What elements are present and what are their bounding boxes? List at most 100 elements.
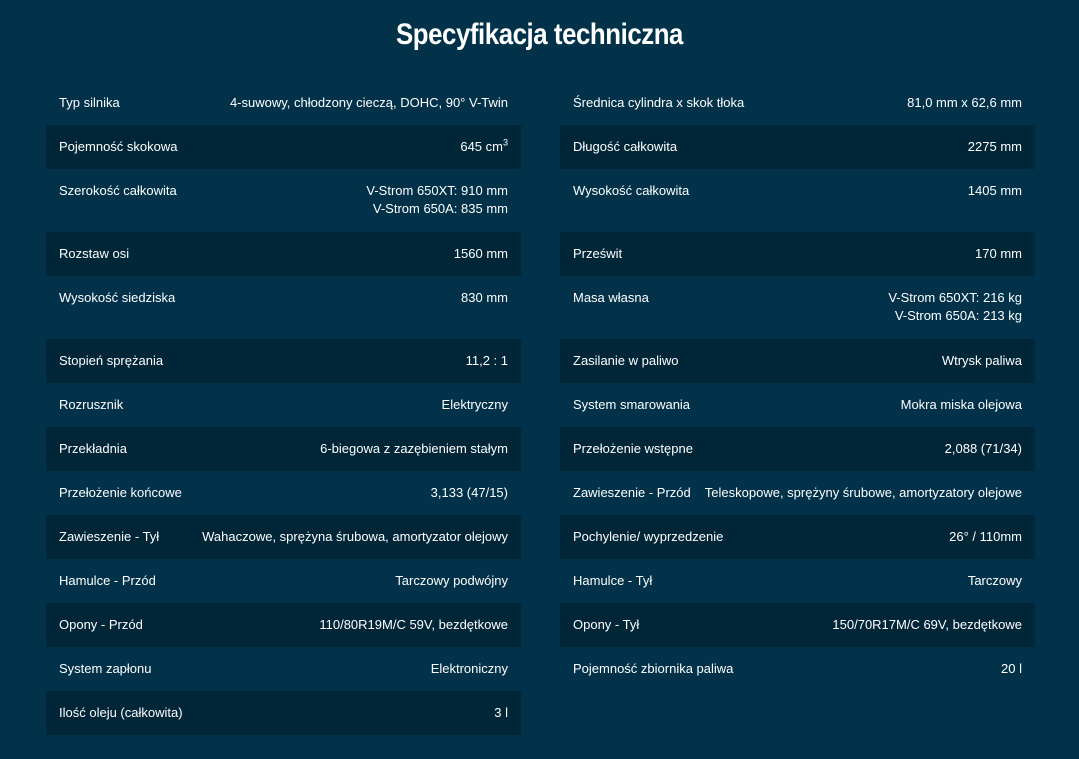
spec-value-text: 20 l	[1001, 661, 1022, 676]
spec-value-text: Elektroniczny	[430, 661, 508, 676]
spec-value: V-Strom 650XT: 910 mm V-Strom 650A: 835 …	[366, 182, 508, 218]
spec-row-zasilanie-w-paliwo: Zasilanie w paliwo Wtrysk paliwa	[560, 339, 1035, 383]
spec-label: Pojemność zbiornika paliwa	[573, 661, 734, 676]
spec-row-przelozenie-koncowe: Przełożenie końcowe 3,133 (47/15)	[46, 471, 521, 515]
spec-label: Pojemność skokowa	[59, 139, 178, 154]
spec-label: Stopień sprężania	[59, 353, 164, 368]
spec-row-pojemnosc-skokowa: Pojemność skokowa 645 cm3	[46, 125, 521, 169]
spec-value: 4-suwowy, chłodzony cieczą, DOHC, 90° V-…	[230, 94, 508, 112]
spec-value: 110/80R19M/C 59V, bezdętkowe	[319, 616, 508, 634]
spec-value-text: Mokra miska olejowa	[900, 397, 1022, 412]
spec-value: V-Strom 650XT: 216 kg V-Strom 650A: 213 …	[888, 289, 1022, 325]
spec-value-text: 645 cm	[460, 139, 503, 154]
spec-row-przekladnia: Przekładnia 6-biegowa z zazębieniem stały…	[46, 427, 521, 471]
spec-value-text: V-Strom 650XT: 216 kg V-Strom 650A: 213 …	[888, 290, 1022, 323]
spec-value-text: 3,133 (47/15)	[430, 485, 508, 500]
spec-row-zawieszenie-przod: Zawieszenie - Przód Teleskopowe, sprężyny…	[560, 471, 1035, 515]
spec-value: 2275 mm	[968, 138, 1022, 156]
spec-label: Wysokość całkowita	[573, 183, 690, 198]
spec-value: 11,2 : 1	[466, 352, 508, 370]
spec-value-text: 11,2 : 1	[465, 353, 508, 368]
spec-value: Wahaczowe, sprężyna śrubowa, amortyzator…	[202, 528, 508, 546]
spec-value: 20 l	[1001, 660, 1022, 678]
spec-label: Zawieszenie - Przód	[573, 485, 691, 500]
spec-label: Zawieszenie - Tył	[59, 529, 160, 544]
spec-value-text: Wahaczowe, sprężyna śrubowa, amortyzator…	[202, 529, 508, 544]
spec-value: 26° / 110mm	[949, 528, 1022, 546]
spec-row-masa-wlasna: Masa własna V-Strom 650XT: 216 kg V-Strom…	[560, 276, 1035, 339]
spec-label: Przekładnia	[59, 441, 127, 456]
spec-label: Hamulce - Przód	[59, 573, 156, 588]
spec-column-left: Typ silnika 4-suwowy, chłodzony cieczą, D…	[46, 81, 521, 735]
spec-row-pojemnosc-zbiornika-paliwa: Pojemność zbiornika paliwa 20 l	[560, 647, 1035, 691]
spec-label: Pochylenie/ wyprzedzenie	[573, 529, 724, 544]
spec-value-text: 2,088 (71/34)	[944, 441, 1022, 456]
spec-label: Opony - Tył	[573, 617, 640, 632]
spec-row-hamulce-przod: Hamulce - Przód Tarczowy podwójny	[46, 559, 521, 603]
spec-label: Długość całkowita	[573, 139, 678, 154]
spec-value-text: 170 mm	[975, 246, 1022, 261]
spec-value-superscript: 3	[502, 137, 508, 148]
page-title: Specyfikacja techniczna	[396, 18, 683, 51]
spec-value-text: 110/80R19M/C 59V, bezdętkowe	[319, 617, 508, 632]
spec-value: 3,133 (47/15)	[431, 484, 508, 502]
spec-value: Elektroniczny	[431, 660, 508, 678]
spec-value-text: Teleskopowe, sprężyny śrubowe, amortyzat…	[704, 485, 1022, 500]
spec-value: 1560 mm	[454, 245, 508, 263]
spec-value: 170 mm	[975, 245, 1022, 263]
spec-row-szerokosc-calkowita: Szerokość całkowita V-Strom 650XT: 910 mm…	[46, 169, 521, 232]
spec-value-text: 2275 mm	[967, 139, 1022, 154]
spec-label: Szerokość całkowita	[59, 183, 177, 198]
spec-value: Elektryczny	[442, 396, 508, 414]
spec-label: System zapłonu	[59, 661, 152, 676]
spec-label: Rozrusznik	[59, 397, 124, 412]
spec-value: Wtrysk paliwa	[942, 352, 1022, 370]
spec-value: 6-biegowa z zazębieniem stałym	[320, 440, 508, 458]
spec-row-dlugosc-calkowita: Długość całkowita 2275 mm	[560, 125, 1035, 169]
spec-value-text: 26° / 110mm	[949, 529, 1022, 544]
spec-label: Średnica cylindra x skok tłoka	[573, 95, 745, 110]
spec-value-text: Tarczowy	[967, 573, 1022, 588]
spec-row-typ-silnika: Typ silnika 4-suwowy, chłodzony cieczą, D…	[46, 81, 521, 125]
spec-label: Typ silnika	[59, 95, 120, 110]
spec-label: Masa własna	[573, 290, 649, 305]
spec-row-rozstaw-osi: Rozstaw osi 1560 mm	[46, 232, 521, 276]
spec-label: System smarowania	[573, 397, 691, 412]
spec-row-zawieszenie-tyl: Zawieszenie - Tył Wahaczowe, sprężyna śru…	[46, 515, 521, 559]
spec-value-text: 150/70R17M/C 69V, bezdętkowe	[832, 617, 1022, 632]
spec-row-system-smarowania: System smarowania Mokra miska olejowa	[560, 383, 1035, 427]
spec-value-text: 3 l	[494, 705, 508, 720]
spec-row-stopien-sprezania: Stopień sprężania 11,2 : 1	[46, 339, 521, 383]
spec-label: Opony - Przód	[59, 617, 143, 632]
spec-value-text: 81,0 mm x 62,6 mm	[907, 95, 1022, 110]
spec-label: Prześwit	[573, 246, 623, 261]
spec-value: 1405 mm	[968, 182, 1022, 200]
spec-row-hamulce-tyl: Hamulce - Tył Tarczowy	[560, 559, 1035, 603]
spec-label: Przełożenie końcowe	[59, 485, 182, 500]
spec-value-text: V-Strom 650XT: 910 mm V-Strom 650A: 835 …	[366, 183, 508, 216]
spec-row-ilosc-oleju-calkowita: Ilość oleju (całkowita) 3 l	[46, 691, 521, 735]
spec-column-right: Średnica cylindra x skok tłoka 81,0 mm x …	[560, 81, 1035, 691]
spec-value: 2,088 (71/34)	[945, 440, 1022, 458]
spec-label: Ilość oleju (całkowita)	[59, 705, 183, 720]
spec-value-text: Elektryczny	[441, 397, 508, 412]
spec-value: 3 l	[494, 704, 508, 722]
spec-value-text: 4-suwowy, chłodzony cieczą, DOHC, 90° V-…	[229, 95, 508, 110]
spec-value-text: Tarczowy podwójny	[395, 573, 508, 588]
spec-label: Wysokość siedziska	[59, 290, 176, 305]
spec-value: 645 cm3	[460, 138, 508, 156]
spec-value: Teleskopowe, sprężyny śrubowe, amortyzat…	[705, 484, 1022, 502]
spec-value: 81,0 mm x 62,6 mm	[907, 94, 1022, 112]
spec-label: Zasilanie w paliwo	[573, 353, 679, 368]
spec-value-text: 1405 mm	[967, 183, 1022, 198]
spec-row-wysokosc-calkowita: Wysokość całkowita 1405 mm	[560, 169, 1035, 232]
spec-value: Mokra miska olejowa	[901, 396, 1022, 414]
spec-row-przeswit: Prześwit 170 mm	[560, 232, 1035, 276]
spec-value-text: Wtrysk paliwa	[941, 353, 1022, 368]
spec-value: 830 mm	[461, 289, 508, 307]
spec-value-text: 1560 mm	[453, 246, 508, 261]
spec-row-przelozenie-wstepne: Przełożenie wstępne 2,088 (71/34)	[560, 427, 1035, 471]
spec-row-rozrusznik: Rozrusznik Elektryczny	[46, 383, 521, 427]
spec-value-text: 6-biegowa z zazębieniem stałym	[320, 441, 508, 456]
spec-value: Tarczowy	[968, 572, 1022, 590]
